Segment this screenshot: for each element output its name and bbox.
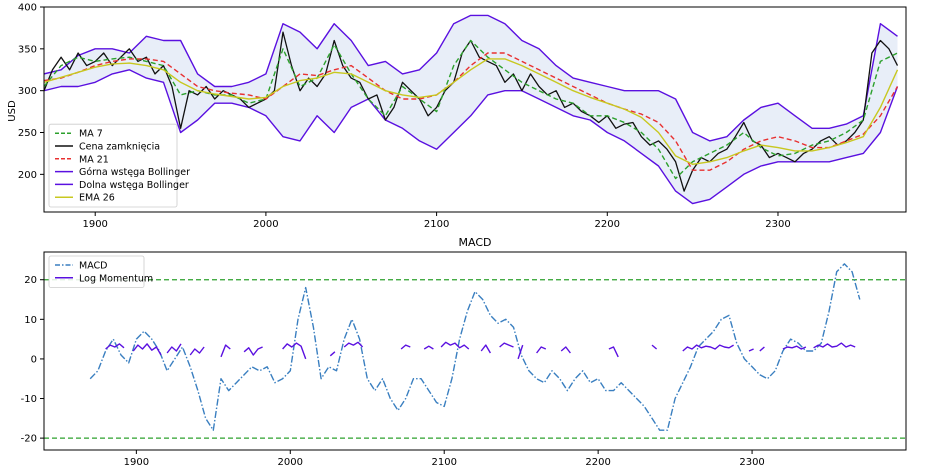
price-legend-label-ma21: MA 21 bbox=[79, 154, 109, 165]
price-chart-x-ticks: 1900 2000 2100 2200 2300 bbox=[82, 212, 791, 230]
price-series-group bbox=[44, 14, 899, 205]
macd-chart-title: MACD bbox=[459, 236, 492, 249]
macd-x-tick-label: 2000 bbox=[278, 457, 303, 466]
price-legend-label-upper: Górna wstęga Bollinger bbox=[79, 167, 190, 178]
macd-legend-box bbox=[48, 255, 145, 289]
macd-series-logmom-segment-17 bbox=[608, 346, 619, 358]
macd-series-macd bbox=[89, 263, 861, 431]
macd-series-logmom-segment-9 bbox=[400, 344, 411, 350]
macd-series-logmom-segment-12 bbox=[480, 344, 492, 354]
price-x-tick-label: 2300 bbox=[765, 219, 790, 230]
macd-chart-frame bbox=[43, 251, 907, 451]
price-chart-frame bbox=[43, 6, 907, 213]
macd-series-logmom-segment-7 bbox=[329, 351, 336, 357]
price-legend-label-ema26: EMA 26 bbox=[79, 193, 115, 204]
macd-chart-plot-area bbox=[44, 263, 906, 439]
macd-y-tick-label: 10 bbox=[24, 315, 37, 326]
macd-series-logmom-segment-11 bbox=[440, 341, 470, 350]
price-x-tick-label: 1900 bbox=[82, 219, 107, 230]
macd-series-logmom-segment-21 bbox=[759, 346, 765, 352]
price-legend-box bbox=[48, 123, 178, 208]
price-series-lower bbox=[44, 69, 899, 205]
macd-chart-x-ticks: 1900 2000 2100 2200 2300 bbox=[124, 450, 765, 466]
price-chart-plot-area bbox=[44, 14, 899, 205]
macd-series-logmom-segment-22 bbox=[782, 345, 807, 350]
price-y-tick-label: 250 bbox=[18, 128, 37, 139]
macd-chart-panel: MACD 1900 2000 2100 2200 2300 -20 -10 0 10 20 MA… bbox=[21, 236, 907, 466]
macd-series-logmom-segment-20 bbox=[748, 348, 754, 352]
macd-series-logmom-segment-4 bbox=[220, 344, 231, 358]
price-chart-ylabel: USD bbox=[7, 100, 18, 122]
macd-y-tick-label: 20 bbox=[24, 275, 37, 286]
macd-series-logmom-segment-15 bbox=[536, 346, 547, 354]
price-legend-label-ma7: MA 7 bbox=[79, 129, 103, 140]
price-series-ma7 bbox=[44, 39, 898, 180]
macd-series-logmom-segment-16 bbox=[560, 346, 571, 354]
price-y-tick-label: 400 bbox=[18, 3, 37, 14]
macd-series-logmom-segment-5 bbox=[243, 346, 263, 356]
macd-y-tick-label: 0 bbox=[31, 354, 37, 365]
macd-series-logmom-segment-23 bbox=[813, 342, 856, 349]
macd-series-logmom-segment-10 bbox=[423, 345, 434, 350]
price-legend-label-close: Cena zamknięcia bbox=[79, 142, 160, 153]
price-x-tick-label: 2100 bbox=[424, 219, 449, 230]
price-x-tick-label: 2200 bbox=[595, 219, 620, 230]
price-legend-label-lower: Dolna wstęga Bollinger bbox=[79, 180, 189, 191]
macd-series-logmom-segment-1 bbox=[132, 343, 162, 356]
macd-legend-label-logmom: Log Momentum bbox=[79, 273, 153, 284]
macd-series-group bbox=[44, 263, 906, 439]
macd-series-logmom-segment-8 bbox=[343, 341, 364, 348]
price-x-tick-label: 2000 bbox=[253, 219, 278, 230]
macd-series-logmom-segment-18 bbox=[651, 344, 658, 350]
price-y-tick-label: 350 bbox=[18, 44, 37, 55]
macd-series-logmom-segment-3 bbox=[189, 346, 205, 356]
price-chart-panel: USD 1900 2000 2100 2200 2300 200 250 300 350 400… bbox=[7, 3, 907, 230]
macd-x-tick-label: 2200 bbox=[585, 457, 610, 466]
macd-y-tick-label: -20 bbox=[21, 434, 37, 445]
price-y-tick-label: 300 bbox=[18, 86, 37, 97]
macd-x-tick-label: 2100 bbox=[431, 457, 456, 466]
macd-series-logmom-segment-2 bbox=[166, 343, 182, 354]
price-series-ema26 bbox=[44, 58, 899, 165]
macd-legend-label-macd: MACD bbox=[79, 261, 107, 272]
price-chart-y-ticks: 200 250 300 350 400 bbox=[18, 3, 44, 181]
macd-x-tick-label: 1900 bbox=[124, 457, 149, 466]
macd-series-logmom-segment-14 bbox=[517, 344, 524, 360]
macd-series-logmom-segment-0 bbox=[105, 343, 125, 350]
macd-series-logmom-segment-6 bbox=[282, 342, 307, 360]
macd-y-tick-label: -10 bbox=[21, 394, 37, 405]
macd-series-logmom-segment-13 bbox=[499, 342, 514, 348]
macd-series-logmom-segment-19 bbox=[682, 344, 734, 352]
macd-x-tick-label: 2300 bbox=[739, 457, 764, 466]
price-series-upper bbox=[44, 14, 898, 142]
price-y-tick-label: 200 bbox=[18, 170, 37, 181]
macd-chart-y-ticks: -20 -10 0 10 20 bbox=[21, 275, 44, 445]
